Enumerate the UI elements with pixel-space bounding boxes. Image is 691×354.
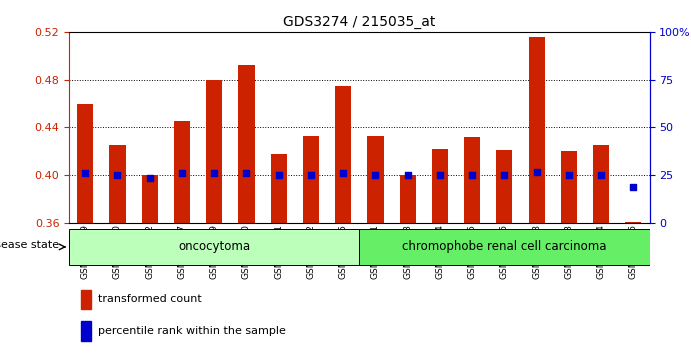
- Bar: [303, 136, 319, 223]
- Bar: [368, 136, 384, 223]
- Point: [241, 170, 252, 176]
- Bar: [432, 149, 448, 223]
- Point: [531, 169, 542, 175]
- Point: [499, 172, 510, 178]
- Bar: [174, 121, 190, 223]
- Bar: [399, 175, 416, 223]
- Point: [176, 170, 187, 176]
- Point: [563, 172, 574, 178]
- Point: [628, 184, 639, 190]
- Bar: [335, 86, 351, 223]
- Point: [305, 172, 316, 178]
- Bar: [81, 290, 91, 309]
- Bar: [109, 145, 126, 223]
- Bar: [464, 137, 480, 223]
- Point: [112, 172, 123, 178]
- Point: [273, 172, 284, 178]
- Point: [370, 172, 381, 178]
- Point: [435, 172, 446, 178]
- Point: [209, 170, 220, 176]
- Bar: [81, 321, 91, 341]
- Point: [596, 172, 607, 178]
- Bar: [561, 152, 577, 223]
- Bar: [625, 222, 641, 223]
- Bar: [206, 80, 223, 223]
- Bar: [529, 37, 545, 223]
- Text: transformed count: transformed count: [98, 295, 202, 304]
- Bar: [77, 103, 93, 223]
- Point: [79, 170, 91, 176]
- Bar: [142, 175, 158, 223]
- FancyBboxPatch shape: [69, 229, 359, 265]
- Bar: [593, 145, 609, 223]
- Title: GDS3274 / 215035_at: GDS3274 / 215035_at: [283, 16, 435, 29]
- Bar: [271, 154, 287, 223]
- Bar: [496, 150, 513, 223]
- Point: [402, 172, 413, 178]
- Bar: [238, 65, 254, 223]
- FancyBboxPatch shape: [359, 229, 650, 265]
- Text: oncocytoma: oncocytoma: [178, 240, 250, 253]
- Text: disease state: disease state: [0, 240, 59, 250]
- Point: [144, 175, 155, 181]
- Text: percentile rank within the sample: percentile rank within the sample: [98, 326, 286, 336]
- Text: chromophobe renal cell carcinoma: chromophobe renal cell carcinoma: [402, 240, 607, 253]
- Point: [338, 170, 349, 176]
- Point: [466, 172, 477, 178]
